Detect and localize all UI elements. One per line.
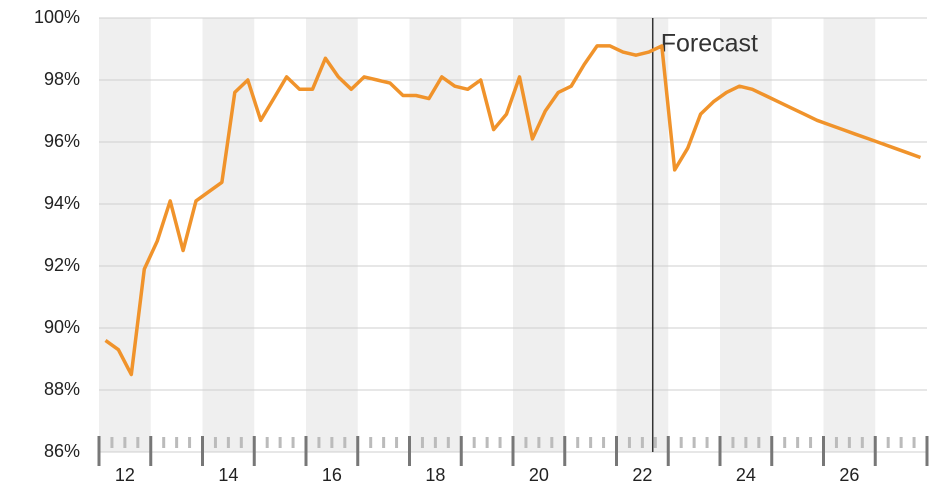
quarter-tick (886, 437, 890, 448)
quarter-tick (446, 437, 450, 448)
year-boundary-tick (97, 436, 101, 466)
quarter-tick (369, 437, 373, 448)
quarter-tick (627, 437, 631, 448)
quarter-tick (213, 437, 217, 448)
y-tick-label: 88% (44, 379, 80, 399)
x-tick-label: 12 (115, 465, 135, 485)
year-boundary-tick (925, 436, 929, 466)
quarter-tick (162, 437, 166, 448)
y-tick-label: 86% (44, 441, 80, 461)
y-tick-label: 98% (44, 69, 80, 89)
year-boundary-tick (459, 436, 463, 466)
quarter-tick (809, 437, 813, 448)
quarter-tick (472, 437, 476, 448)
quarter-tick (860, 437, 864, 448)
year-band (720, 18, 772, 452)
quarter-tick (653, 437, 657, 448)
quarter-tick (899, 437, 903, 448)
quarter-tick (433, 437, 437, 448)
x-tick-label: 18 (425, 465, 445, 485)
year-boundary-tick (770, 436, 774, 466)
x-tick-label: 26 (839, 465, 859, 485)
quarter-tick (796, 437, 800, 448)
x-tick-label: 20 (529, 465, 549, 485)
quarter-tick (175, 437, 179, 448)
quarter-tick (420, 437, 424, 448)
quarter-tick (589, 437, 593, 448)
quarter-tick (640, 437, 644, 448)
quarter-tick (847, 437, 851, 448)
year-boundary-tick (252, 436, 256, 466)
y-tick-label: 96% (44, 131, 80, 151)
x-tick-label: 16 (322, 465, 342, 485)
quarter-tick (524, 437, 528, 448)
quarter-tick (123, 437, 127, 448)
year-band (306, 18, 358, 452)
year-boundary-tick (563, 436, 567, 466)
quarter-tick (330, 437, 334, 448)
x-tick-label: 24 (736, 465, 756, 485)
year-boundary-tick (149, 436, 153, 466)
year-boundary-tick (718, 436, 722, 466)
quarter-tick (912, 437, 916, 448)
quarter-tick (679, 437, 683, 448)
quarter-tick (498, 437, 502, 448)
quarter-tick (485, 437, 489, 448)
quarter-tick (692, 437, 696, 448)
year-boundary-tick (304, 436, 308, 466)
year-band (202, 18, 255, 452)
quarter-tick (110, 437, 114, 448)
year-band (99, 18, 151, 452)
year-boundary-tick (822, 436, 825, 466)
quarter-tick (317, 437, 321, 448)
year-boundary-tick (511, 436, 515, 466)
year-boundary-tick (201, 436, 204, 466)
quarter-tick (136, 437, 140, 448)
quarter-tick (343, 437, 347, 448)
x-tick-label: 22 (632, 465, 652, 485)
year-boundary-tick (873, 436, 877, 466)
quarter-tick (226, 437, 230, 448)
quarter-tick (382, 437, 386, 448)
quarter-tick (576, 437, 580, 448)
quarter-tick (395, 437, 399, 448)
annotation: Forecast (661, 30, 758, 58)
y-tick-label: 100% (34, 7, 80, 27)
quarter-tick (278, 437, 282, 448)
quarter-tick (602, 437, 606, 448)
year-boundary-tick (615, 436, 618, 466)
quarter-tick (783, 437, 787, 448)
year-boundary-tick (356, 436, 360, 466)
quarter-tick (239, 437, 243, 448)
quarter-tick (834, 437, 838, 448)
quarter-tick (537, 437, 541, 448)
quarter-tick (188, 437, 192, 448)
year-boundary-tick (408, 436, 411, 466)
y-tick-label: 92% (44, 255, 80, 275)
quarter-tick (744, 437, 748, 448)
year-band (409, 18, 462, 452)
quarter-tick (550, 437, 554, 448)
y-tick-label: 94% (44, 193, 80, 213)
quarter-tick (705, 437, 709, 448)
year-boundary-tick (666, 436, 670, 466)
quarter-tick (731, 437, 735, 448)
x-tick-label: 14 (218, 465, 238, 485)
quarter-tick (757, 437, 761, 448)
year-band (616, 18, 669, 452)
y-tick-label: 90% (44, 317, 80, 337)
series-line (104, 44, 922, 377)
quarter-tick (265, 437, 269, 448)
quarter-tick (291, 437, 295, 448)
year-band (823, 18, 876, 452)
